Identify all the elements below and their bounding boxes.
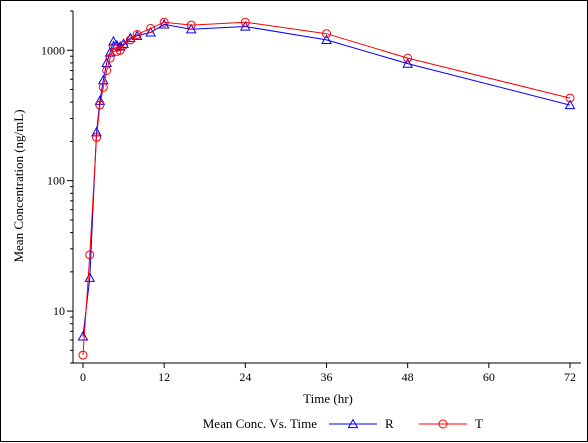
data-point-T xyxy=(322,29,331,39)
legend-marker-R xyxy=(347,418,359,429)
x-tick-label: 48 xyxy=(402,370,414,384)
data-point-R xyxy=(402,58,414,68)
data-point-T xyxy=(565,93,575,103)
legend-title: Mean Conc. Vs. Time xyxy=(203,416,317,431)
y-tick-label: 10 xyxy=(53,304,65,318)
x-tick-label: 36 xyxy=(321,370,333,384)
data-point-R xyxy=(77,330,89,341)
legend-label-R: R xyxy=(385,416,394,431)
x-tick-label: 12 xyxy=(158,370,170,384)
data-point-T xyxy=(132,30,142,40)
data-point-R xyxy=(158,18,170,29)
data-point-T xyxy=(146,23,156,33)
y-tick-label: 100 xyxy=(47,174,65,188)
data-point-T xyxy=(78,350,88,360)
data-point-T xyxy=(119,40,129,50)
data-point-T xyxy=(95,100,105,110)
legend-entry-T: T xyxy=(419,416,483,431)
data-point-T xyxy=(115,45,125,55)
data-point-R xyxy=(564,99,576,110)
series-T xyxy=(78,17,575,360)
data-point-T xyxy=(85,250,95,260)
series-layer xyxy=(77,17,576,360)
data-point-T xyxy=(240,17,250,27)
axes: 0 12 24 36 48 60 72 10 100 1000 xyxy=(41,10,581,384)
legend-marker-T xyxy=(438,419,448,429)
x-tick-label: 72 xyxy=(564,370,576,384)
y-tick-label: 1000 xyxy=(41,43,65,57)
series-line-R xyxy=(82,23,571,337)
series-line-T xyxy=(82,21,571,356)
data-point-T xyxy=(105,53,115,63)
data-point-T xyxy=(186,20,196,30)
data-point-T xyxy=(102,65,112,75)
data-point-T xyxy=(98,82,108,92)
data-point-T xyxy=(92,132,102,142)
series-R xyxy=(77,18,576,341)
data-point-T xyxy=(403,53,413,63)
data-point-R xyxy=(321,34,332,45)
x-tick-label: 0 xyxy=(80,370,86,384)
data-point-R xyxy=(108,35,119,46)
legend-label-T: T xyxy=(475,416,483,431)
y-axis-title: Mean Concentration (ng/mL) xyxy=(11,109,26,262)
x-tick-label: 24 xyxy=(239,370,251,384)
data-point-T xyxy=(159,17,169,27)
legend-entry-R: R xyxy=(329,416,394,431)
data-point-T xyxy=(125,35,135,45)
data-point-R xyxy=(84,272,96,282)
data-point-R xyxy=(131,30,143,40)
x-tick-label: 60 xyxy=(483,370,495,384)
x-axis-title: Time (hr) xyxy=(303,391,353,406)
legend: Mean Conc. Vs. Time R T xyxy=(203,416,483,431)
